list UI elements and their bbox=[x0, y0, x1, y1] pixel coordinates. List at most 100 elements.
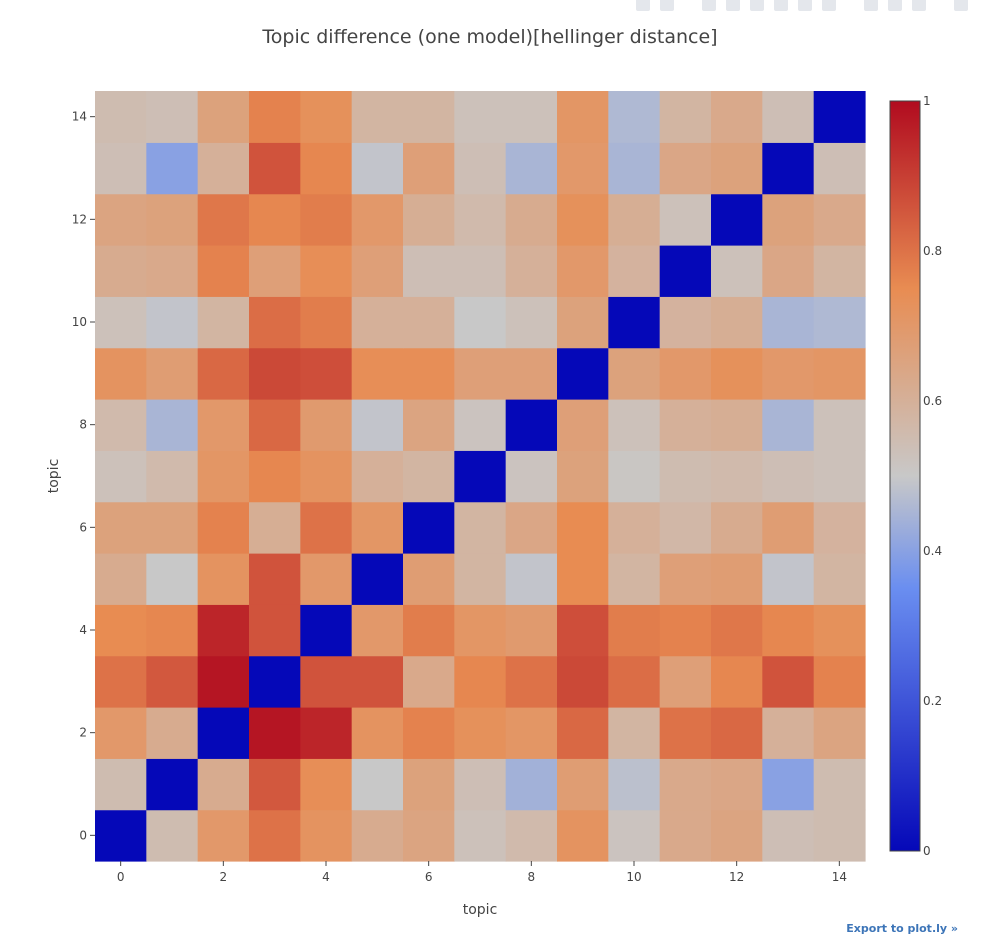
heatmap-cell bbox=[300, 501, 353, 554]
heatmap-cell bbox=[95, 193, 147, 246]
heatmap-cell bbox=[813, 142, 866, 195]
heatmap-cell bbox=[762, 501, 815, 554]
heatmap-cell bbox=[454, 245, 507, 297]
heatmap-cell bbox=[197, 347, 250, 400]
export-to-plotly-link[interactable]: Export to plot.ly » bbox=[846, 922, 958, 935]
heatmap-cell bbox=[249, 142, 301, 195]
zoom-in-icon[interactable] bbox=[750, 0, 764, 11]
heatmap-cell bbox=[95, 809, 147, 862]
zoom-out-icon[interactable] bbox=[774, 0, 788, 11]
zoom-icon[interactable] bbox=[702, 0, 716, 11]
autoscale-icon[interactable] bbox=[798, 0, 812, 11]
x-axis-title: topic bbox=[463, 902, 498, 918]
heatmap-cell bbox=[557, 245, 609, 297]
heatmap-cell bbox=[813, 707, 866, 759]
colorbar-tick-label: 0.6 bbox=[923, 394, 942, 408]
heatmap-cell bbox=[351, 655, 404, 708]
heatmap-cell bbox=[762, 91, 815, 143]
heatmap-cell bbox=[403, 347, 455, 400]
heatmap-cell bbox=[403, 758, 455, 811]
colorbar-tick-label: 0.2 bbox=[923, 694, 942, 708]
heatmap-cell bbox=[557, 296, 609, 349]
heatmap-cell bbox=[351, 450, 404, 503]
heatmap-cell bbox=[454, 758, 507, 811]
heatmap-cell bbox=[813, 91, 866, 143]
heatmap-cell bbox=[659, 193, 712, 246]
heatmap-cell bbox=[813, 245, 866, 297]
heatmap-cell bbox=[557, 604, 609, 657]
y-tick-label: 6 bbox=[79, 520, 87, 534]
heatmap-cell bbox=[197, 193, 250, 246]
heatmap-cell bbox=[762, 245, 815, 297]
heatmap-cell bbox=[146, 501, 199, 554]
heatmap-cell bbox=[813, 450, 866, 503]
heatmap-cell bbox=[557, 193, 609, 246]
heatmap-cell bbox=[351, 604, 404, 657]
heatmap-cell bbox=[557, 91, 609, 143]
heatmap-cell bbox=[146, 296, 199, 349]
heatmap-cell bbox=[557, 501, 609, 554]
heatmap-cell bbox=[249, 655, 301, 708]
x-tick-label: 14 bbox=[832, 870, 847, 884]
heatmap-cell bbox=[608, 707, 661, 759]
heatmap-cell bbox=[197, 245, 250, 297]
heatmap-cell bbox=[608, 91, 661, 143]
heatmap-cell bbox=[95, 553, 147, 605]
heatmap-cell bbox=[505, 91, 558, 143]
heatmap-cell bbox=[505, 809, 558, 862]
plotly-logo-icon[interactable] bbox=[954, 0, 968, 11]
y-axis: 0 2 4 6 8 10 12 14 bbox=[72, 110, 95, 842]
heatmap-cell bbox=[711, 758, 763, 811]
colorbar-tick-label: 1 bbox=[923, 94, 931, 108]
heatmap-cell bbox=[711, 245, 763, 297]
heatmap-cell bbox=[454, 450, 507, 503]
heatmap-cell bbox=[146, 347, 199, 400]
pan-icon[interactable] bbox=[726, 0, 740, 11]
heatmap-cell bbox=[197, 296, 250, 349]
x-tick-label: 6 bbox=[425, 870, 433, 884]
heatmap-cell bbox=[454, 399, 507, 451]
heatmap-cell bbox=[95, 501, 147, 554]
heatmap-cell bbox=[762, 399, 815, 451]
heatmap-cell bbox=[813, 655, 866, 708]
heatmap-cell bbox=[95, 450, 147, 503]
heatmap-cell bbox=[557, 142, 609, 195]
x-tick-label: 2 bbox=[220, 870, 228, 884]
heatmap-cell bbox=[403, 501, 455, 554]
heatmap-cell bbox=[505, 758, 558, 811]
heatmap-cell bbox=[300, 142, 353, 195]
heatmap-cell bbox=[249, 399, 301, 451]
heatmap-cell bbox=[762, 604, 815, 657]
x-tick-label: 10 bbox=[626, 870, 641, 884]
heatmap-cell bbox=[813, 604, 866, 657]
heatmap-cell bbox=[711, 296, 763, 349]
heatmap-cell bbox=[300, 91, 353, 143]
heatmap-cell bbox=[608, 193, 661, 246]
heatmap-cell bbox=[300, 707, 353, 759]
heatmap-cell bbox=[95, 91, 147, 143]
heatmap-cell bbox=[454, 347, 507, 400]
heatmap-cell bbox=[454, 553, 507, 605]
heatmap-cell bbox=[711, 347, 763, 400]
heatmap-cell bbox=[351, 347, 404, 400]
heatmap-cell bbox=[249, 707, 301, 759]
y-tick-label: 10 bbox=[72, 315, 87, 329]
spike-lines-icon[interactable] bbox=[864, 0, 878, 11]
x-tick-label: 8 bbox=[528, 870, 536, 884]
heatmap-cell bbox=[351, 758, 404, 811]
camera-icon[interactable] bbox=[636, 0, 650, 11]
hover-compare-icon[interactable] bbox=[912, 0, 926, 11]
heatmap-cell bbox=[608, 809, 661, 862]
heatmap-cell bbox=[351, 245, 404, 297]
colorbar-tick-label: 0.8 bbox=[923, 244, 942, 258]
heatmap-cell bbox=[813, 296, 866, 349]
heatmap-cell bbox=[146, 758, 199, 811]
hover-closest-icon[interactable] bbox=[888, 0, 902, 11]
heatmap-cell bbox=[608, 604, 661, 657]
save-icon[interactable] bbox=[660, 0, 674, 11]
heatmap-cell bbox=[762, 655, 815, 708]
heatmap-cell bbox=[557, 347, 609, 400]
home-icon[interactable] bbox=[822, 0, 836, 11]
heatmap-cell bbox=[762, 193, 815, 246]
